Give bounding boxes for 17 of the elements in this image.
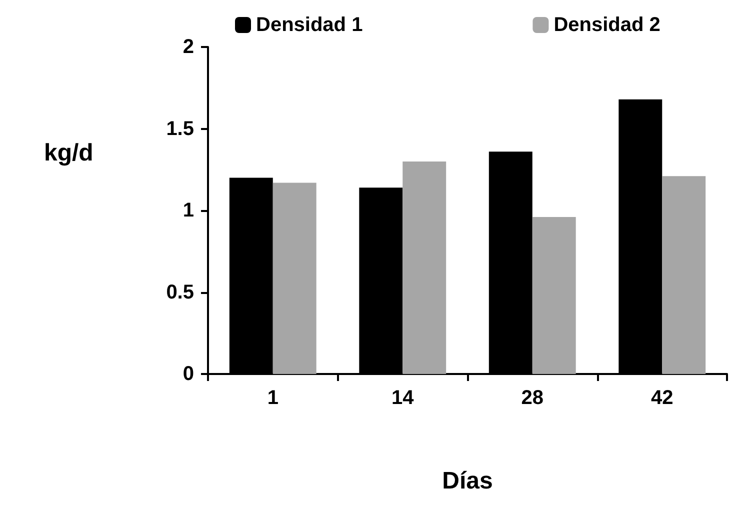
bar — [532, 217, 576, 374]
y-tick-label: 1.5 — [166, 118, 194, 140]
y-tick-label: 0 — [182, 363, 194, 385]
bar — [272, 182, 316, 374]
x-tick-label: 42 — [651, 387, 674, 409]
y-axis-title: kg/d — [44, 140, 94, 166]
x-tick-label: 1 — [267, 387, 278, 409]
bar — [402, 161, 446, 374]
legend-label: Densidad 2 — [554, 14, 660, 36]
x-axis-title: Días — [442, 468, 493, 494]
y-tick-label: 2 — [182, 36, 194, 58]
x-tick-label: 28 — [521, 387, 544, 409]
legend-label: Densidad 1 — [256, 14, 363, 36]
bar — [662, 176, 706, 374]
y-tick-label: 0.5 — [166, 281, 194, 304]
y-tick-label: 1 — [182, 200, 194, 222]
x-tick-label: 14 — [392, 387, 415, 409]
